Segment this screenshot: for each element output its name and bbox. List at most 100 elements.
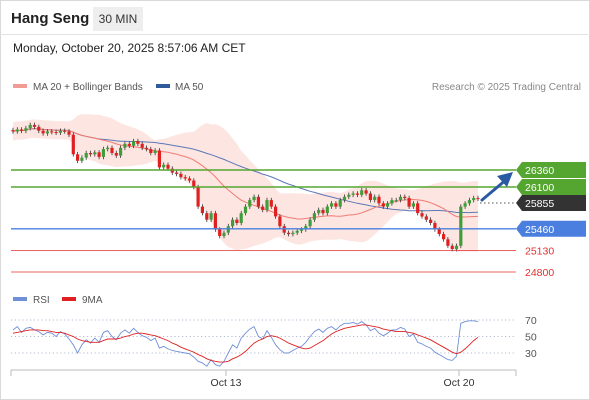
candle-body [472,198,476,201]
candle-body [71,134,75,155]
bollinger-band [13,114,478,252]
candle-body [403,196,407,199]
candle-body [97,152,101,157]
candle-body [58,130,62,133]
x-tick-label: Oct 13 [211,377,242,389]
candle-body [179,173,183,178]
candle-body [218,229,222,236]
candle-body [153,150,157,153]
candle-body [84,153,88,158]
candle-body [192,180,196,187]
rsi-panel: 70 50 30 [11,315,537,367]
price-levels: 26360 26100 25855 25460 25130 24800 [11,162,586,279]
rsi-level-label: 30 [525,348,537,360]
candle-body [37,126,41,131]
level-label: 24800 [525,267,554,279]
candle-body [32,124,37,127]
candle-body [93,152,97,155]
candle-body [88,153,93,155]
candle-body [239,213,243,223]
candle-body [183,177,187,179]
level-tag [516,195,586,211]
candle-body [101,149,105,157]
candle-body [338,200,342,207]
candle-body [50,131,54,133]
candle-body [140,143,144,148]
candle-body [15,129,19,132]
candle-body [110,147,114,153]
forecast-arrow-head [497,172,513,187]
candle-body [114,153,118,156]
price-plot-area [11,114,480,252]
ma20-legend-label: MA 20 + Bollinger Bands [33,82,143,93]
candle-body [144,147,149,150]
candle-body [304,226,308,230]
candle-body [420,213,424,217]
candle-body [119,147,123,156]
candle-body [308,219,312,227]
candle-body [252,196,256,201]
page-title: Hang Seng [11,10,90,27]
candle-body [24,128,28,131]
candle-body [325,206,329,214]
candle-body [222,232,226,237]
candle-body [364,190,368,194]
forecast-arrow-shaft [480,177,509,202]
candle-body [162,164,166,168]
candle-body [261,206,265,210]
candle-body [291,232,295,235]
candle-body [459,206,463,246]
level-label: 25855 [525,198,554,210]
candle-body [106,147,110,150]
candle-body [67,131,71,135]
candle-body [63,130,67,132]
candle-body [330,203,334,207]
candle-body [476,198,480,200]
candle-body [209,213,213,220]
ma50-legend-swatch [156,84,170,88]
candle-body [386,203,390,207]
candle-body [157,150,161,168]
rsi-9ma-legend-swatch [62,297,76,301]
candle-body [243,206,248,214]
candle-body [278,216,282,227]
candle-body [317,209,321,214]
rsi-legend-label: RSI [33,295,50,306]
candle-body [411,203,415,207]
candle-body [136,141,140,144]
candle-body [390,200,394,204]
candle-body [394,200,398,202]
timeframe-badge[interactable]: 30 MIN [93,7,143,31]
candle-body [149,149,153,153]
candle-body [54,132,58,134]
candle-body [196,187,200,207]
candle-body [299,229,304,231]
candle-body [334,203,338,207]
candle-body [433,223,437,230]
candle-body [463,203,467,207]
level-label: 26100 [525,182,554,194]
candle-body [200,206,204,214]
candle-body [11,130,15,132]
candle-body [467,200,471,204]
candle-body [446,239,450,246]
rsi-9ma-legend-label: 9MA [82,295,103,306]
rsi-9ma-line [12,324,479,363]
level-tag [516,220,586,237]
candle-body [355,193,359,195]
candle-body [450,245,454,250]
candle-body [213,213,217,230]
timestamp: Monday, October 20, 2025 8:57:06 AM CET [13,41,246,55]
candle-body [28,124,32,129]
candle-body [248,200,252,207]
candle-body [41,130,45,134]
level-tag [516,179,586,195]
candle-body [235,219,239,223]
level-label: 25130 [525,245,554,257]
candle-body [132,141,136,146]
candle-body [368,193,372,200]
rsi-level-label: 70 [525,315,537,327]
candle-body [45,131,49,134]
candle-body [187,178,192,181]
